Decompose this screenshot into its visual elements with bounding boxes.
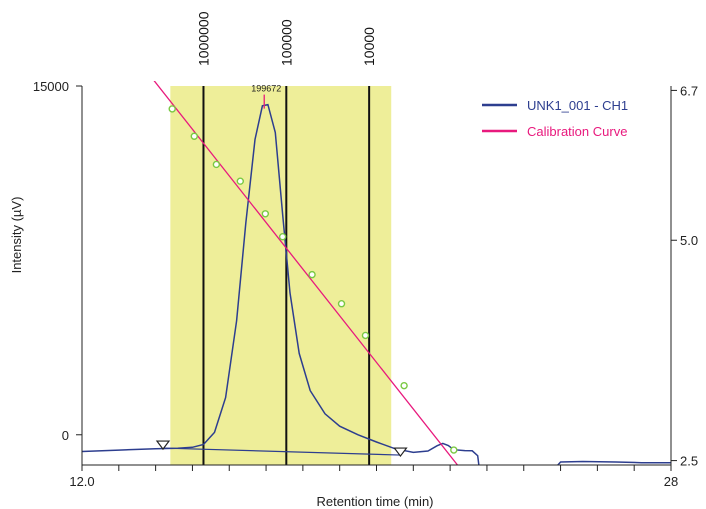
x-tick-label: 12.0 — [69, 474, 94, 489]
baseline-line — [162, 447, 401, 456]
y-axis-title: Intensity (µV) — [9, 197, 24, 274]
baseline-marker — [393, 447, 408, 458]
legend-label-calibration: Calibration Curve — [527, 124, 627, 139]
calibration-point — [400, 381, 408, 390]
peak-label: 199672 — [251, 84, 281, 94]
chromatogram-tail-line — [556, 460, 671, 465]
mw-marker-label: 100000 — [278, 19, 294, 66]
calibration-point — [212, 160, 221, 169]
y2-tick-label: 5.0 — [680, 233, 698, 248]
x-axis-title: Retention time (min) — [316, 494, 433, 509]
baseline-marker — [155, 440, 171, 451]
y-tick-label: 0 — [62, 428, 69, 443]
legend: UNK1_001 - CH1 Calibration Curve — [482, 98, 628, 139]
y-tick-label: 15000 — [33, 79, 69, 94]
calibration-point — [168, 105, 176, 113]
calibration-curve-line — [153, 81, 458, 465]
calibration-point — [337, 300, 346, 308]
x-tick-label: 28 — [664, 474, 678, 489]
calibration-point — [190, 132, 198, 140]
calibration-point — [261, 210, 270, 218]
calibration-point — [278, 233, 287, 241]
calibration-point — [361, 331, 370, 340]
legend-label-chromatogram: UNK1_001 - CH1 — [527, 98, 628, 113]
calibration-point — [236, 177, 244, 185]
mw-marker-label: 10000 — [361, 27, 377, 66]
y2-tick-label: 2.5 — [680, 454, 698, 469]
calibration-point — [308, 270, 316, 279]
mw-marker-label: 1000000 — [195, 11, 211, 66]
integration-window — [170, 86, 392, 465]
calibration-point — [450, 446, 458, 454]
y2-tick-label: 6.7 — [680, 83, 698, 98]
